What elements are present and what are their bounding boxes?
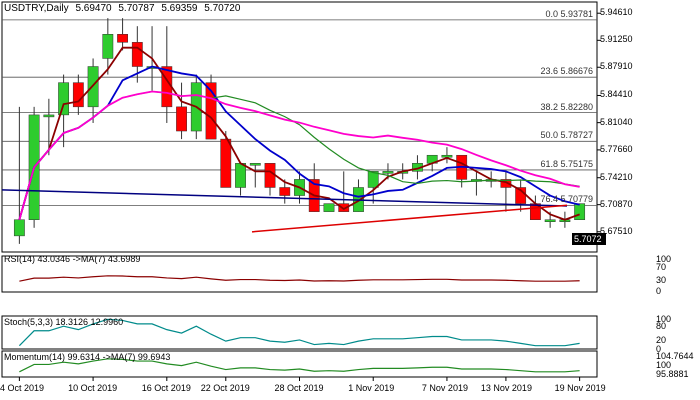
candle-body-36 <box>544 219 556 222</box>
stoch-pane-frame <box>1 315 598 350</box>
stoch-tick-2: 20 <box>656 335 667 345</box>
y-tick-label-5: 5.77660 <box>600 143 633 154</box>
stoch-tick-0: 100 <box>656 314 672 324</box>
ma-fast-line <box>18 46 580 221</box>
fib-label-1: 23.6 5.86676 <box>540 66 593 77</box>
fib-label-4: 61.8 5.75175 <box>540 158 593 169</box>
main-pane-frame <box>1 1 598 253</box>
y-tick-label-7: 5.70870 <box>600 198 633 209</box>
open-value: 5.69470 <box>75 3 112 14</box>
candle-body-0 <box>13 219 25 237</box>
y-tick-label-8: 5.67510 <box>600 225 633 236</box>
rsi-tick-1: 70 <box>656 262 667 272</box>
candle-body-11 <box>176 106 187 132</box>
candle-body-2 <box>43 114 55 118</box>
candle-body-33 <box>500 179 512 188</box>
close-value: 5.70720 <box>204 3 241 14</box>
candle-body-5 <box>87 66 99 108</box>
candle-body-7 <box>117 34 128 43</box>
candle-body-38 <box>574 203 586 220</box>
candle-body-14 <box>220 138 232 188</box>
momentum-tick-0: 104.7644 <box>656 351 694 361</box>
stoch-label: Stoch(5,3,3) 18.3126 12.9960 <box>4 317 124 327</box>
ma-long-red-line <box>251 204 568 233</box>
x-tick-label-5: 1 Nov 2019 <box>348 383 395 393</box>
stoch-tick-1: 80 <box>656 321 667 331</box>
y-tick-label-0: 5.94610 <box>600 7 633 18</box>
candle-body-17 <box>264 163 276 188</box>
y-tick-label-2: 5.87910 <box>600 61 633 72</box>
rsi-tick-3: 0 <box>656 286 662 296</box>
symbol-label: USDTRY,Daily <box>4 3 69 14</box>
fib-label-3: 50.0 5.78727 <box>540 130 593 141</box>
candle-body-6 <box>102 34 114 59</box>
ma-long-navy-line <box>1 189 568 207</box>
rsi-tick-0: 100 <box>656 254 672 264</box>
candle-body-15 <box>235 163 246 188</box>
ma-mid-line <box>18 65 580 220</box>
x-tick-label-2: 16 Oct 2019 <box>141 383 191 393</box>
low-value: 5.69359 <box>161 3 198 14</box>
x-tick-label-3: 22 Oct 2019 <box>200 383 250 393</box>
stoch-main-line <box>18 318 580 347</box>
candle-body-18 <box>279 187 291 196</box>
candle-body-22 <box>338 203 350 212</box>
x-tick-label-4: 28 Oct 2019 <box>274 383 324 393</box>
candle-body-29 <box>441 154 453 158</box>
high-value: 5.70787 <box>118 3 155 14</box>
momentum-label: Momentum(14) 99.6314 ->MA(7) 99.6943 <box>4 352 171 362</box>
candle-body-25 <box>382 171 394 174</box>
rsi-pane-frame <box>1 255 598 293</box>
candle-body-21 <box>323 203 335 212</box>
y-tick-label-3: 5.84410 <box>600 89 633 100</box>
x-tick-label-8: 19 Nov 2019 <box>554 383 606 393</box>
rsi-tick-2: 30 <box>656 275 667 285</box>
fib-label-2: 38.2 5.82280 <box>540 101 593 112</box>
candle-body-3 <box>58 82 70 116</box>
candle-body-4 <box>72 82 84 108</box>
ma-magenta-line <box>18 90 580 220</box>
candle-body-24 <box>367 171 379 188</box>
x-tick-label-7: 13 Nov 2019 <box>480 383 532 393</box>
candle-body-16 <box>249 163 261 166</box>
stoch-tick-3: 0 <box>656 344 662 354</box>
candle-body-8 <box>131 42 143 67</box>
x-tick-label-1: 10 Oct 2019 <box>68 383 118 393</box>
y-tick-label-1: 5.91250 <box>600 34 633 45</box>
rsi-label: RSI(14) 43.0346 ->MA(7) 43.6989 <box>4 254 141 264</box>
fib-label-5: 76.4 5.70779 <box>540 194 593 205</box>
fib-label-0: 0.0 5.93781 <box>545 8 593 19</box>
last-price-tag: 5.7072 <box>572 233 606 245</box>
y-tick-label-4: 5.81040 <box>600 116 633 127</box>
x-tick-label-6: 7 Nov 2019 <box>421 383 468 393</box>
x-tick-label-0: 4 Oct 2019 <box>0 383 45 393</box>
momentum-tick-2: 95.8881 <box>656 369 689 379</box>
momentum-tick-1: 100 <box>656 360 672 370</box>
momentum-line <box>19 358 580 373</box>
chart-header: USDTRY,Daily 5.69470 5.70787 5.69359 5.7… <box>4 3 244 14</box>
candle-body-13 <box>205 82 217 140</box>
y-tick-label-6: 5.74210 <box>600 171 633 182</box>
rsi-line <box>19 275 580 282</box>
